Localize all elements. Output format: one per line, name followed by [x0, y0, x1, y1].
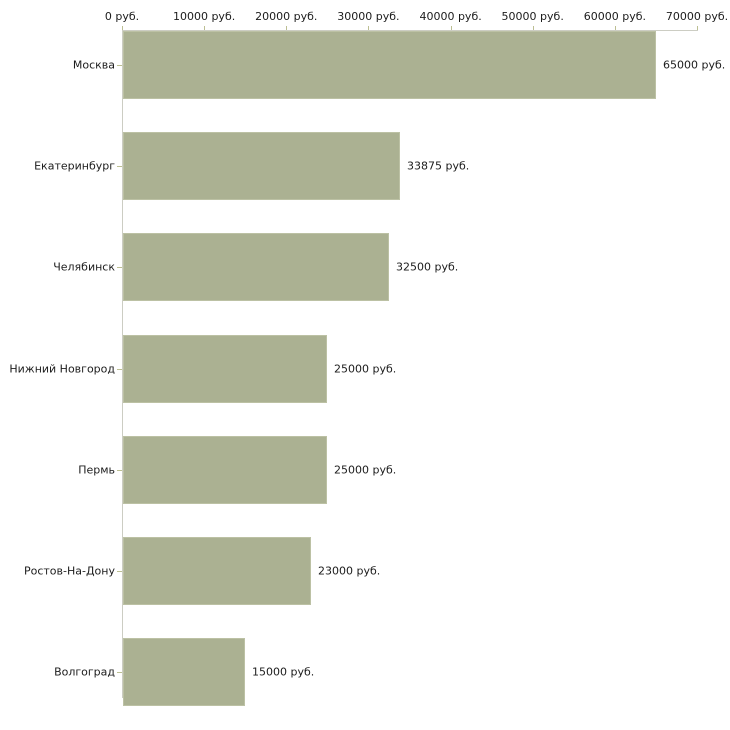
- y-tick-mark: [117, 267, 122, 269]
- value-label: 25000 руб.: [334, 362, 397, 376]
- y-tick-mark: [117, 672, 122, 674]
- y-tick-mark: [117, 368, 122, 370]
- x-tick-mark: [122, 26, 123, 30]
- x-tick-label: 40000 руб.: [419, 10, 482, 23]
- value-label: 33875 руб.: [407, 159, 470, 173]
- value-label: 15000 руб.: [252, 665, 315, 679]
- value-label: 25000 руб.: [334, 463, 397, 477]
- x-tick-mark: [368, 26, 370, 30]
- y-tick-mark: [117, 469, 122, 471]
- bar: [123, 638, 245, 707]
- category-label: Екатеринбург: [34, 159, 115, 173]
- bar: [123, 334, 327, 403]
- bar: [123, 31, 656, 99]
- x-tick-mark: [204, 26, 206, 30]
- y-tick-mark: [117, 65, 122, 66]
- x-tick-label: 70000 руб.: [665, 10, 729, 23]
- x-tick-label: 30000 руб.: [337, 10, 400, 23]
- x-tick-label: 0 руб.: [104, 10, 140, 23]
- x-tick-mark: [697, 26, 698, 30]
- category-label: Челябинск: [53, 260, 115, 274]
- x-tick-label: 50000 руб.: [501, 10, 564, 23]
- category-label: Пермь: [78, 463, 115, 477]
- y-axis-line: [122, 30, 123, 698]
- y-tick-mark: [117, 571, 122, 572]
- x-tick-label: 20000 руб.: [255, 10, 318, 23]
- x-tick-mark: [614, 26, 616, 30]
- value-label: 32500 руб.: [396, 260, 459, 274]
- bar: [123, 132, 400, 201]
- y-tick-mark: [117, 166, 122, 168]
- category-label: Волгоград: [54, 665, 115, 679]
- value-label: 65000 руб.: [663, 58, 726, 72]
- x-tick-label: 60000 руб.: [583, 10, 647, 23]
- bar: [123, 537, 311, 605]
- bar: [123, 233, 389, 302]
- category-label: Ростов-На-Дону: [23, 564, 115, 578]
- x-tick-mark: [532, 26, 534, 30]
- bar: [123, 435, 327, 504]
- value-label: 23000 руб.: [318, 564, 381, 578]
- category-label: Москва: [72, 58, 115, 72]
- x-tick-mark: [286, 26, 288, 30]
- x-tick-mark: [450, 26, 452, 30]
- category-label: Нижний Новгород: [9, 362, 115, 376]
- x-tick-label: 10000 руб.: [172, 10, 236, 23]
- x-axis-line: [122, 30, 698, 31]
